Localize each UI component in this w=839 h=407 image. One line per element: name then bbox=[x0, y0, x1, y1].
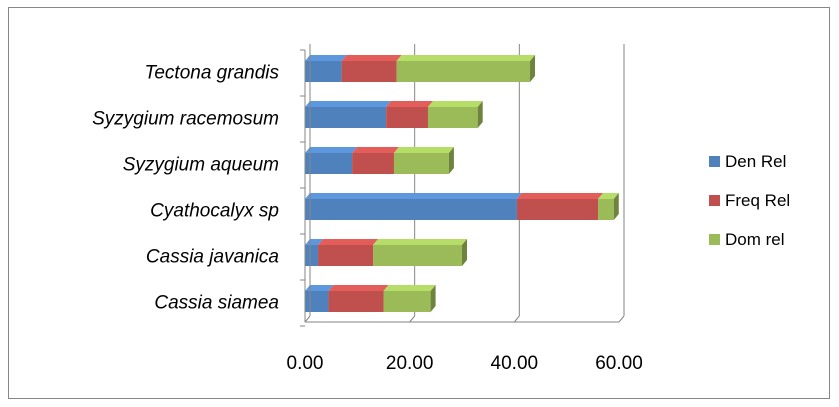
floor-tick bbox=[513, 315, 520, 323]
bar-segment-den-rel bbox=[305, 285, 334, 312]
x-tick-label: 0.00 bbox=[287, 353, 324, 374]
category-label: Syzygium racemosum bbox=[92, 109, 279, 130]
bar-segment-den-rel bbox=[305, 147, 358, 174]
bar-segment-dom-rel bbox=[598, 193, 619, 220]
x-tick-label: 60.00 bbox=[595, 353, 643, 374]
bar-segment-freq-rel bbox=[328, 285, 389, 312]
bar-segment-dom-rel bbox=[393, 147, 454, 174]
bar-segment-den-rel bbox=[305, 193, 522, 220]
x-tick-label: 40.00 bbox=[491, 353, 539, 374]
bar-segment-freq-rel bbox=[352, 147, 399, 174]
legend: Den Rel Freq Rel Dom rel bbox=[709, 152, 790, 249]
legend-label: Den Rel bbox=[725, 152, 786, 171]
gridlines bbox=[304, 44, 625, 323]
bar-segment-freq-rel bbox=[341, 55, 402, 82]
bars bbox=[305, 55, 619, 312]
category-label: Cyathocalyx sp bbox=[150, 201, 279, 222]
bar-segment-den-rel bbox=[305, 101, 392, 128]
legend-item: Freq Rel bbox=[709, 191, 790, 210]
bar-segment-dom-rel bbox=[427, 101, 483, 128]
category-label: Tectona grandis bbox=[144, 63, 279, 84]
x-tick-label: 20.00 bbox=[386, 353, 434, 374]
bar-segment-den-rel bbox=[305, 55, 347, 82]
bar-segment-dom-rel bbox=[373, 239, 467, 266]
bar-segment-dom-rel bbox=[383, 285, 436, 312]
bar-segment-dom-rel bbox=[396, 55, 536, 82]
floor-tick bbox=[304, 315, 311, 323]
bar-segment-freq-rel bbox=[386, 101, 433, 128]
floor-tick bbox=[409, 315, 416, 323]
legend-label: Dom rel bbox=[725, 230, 785, 249]
bar-segment-freq-rel bbox=[318, 239, 379, 266]
category-labels: Cassia siamea Cassia javanica Cyathocalyx … bbox=[92, 63, 279, 314]
x-tick-labels: 0.00 20.00 40.00 60.00 bbox=[287, 353, 643, 374]
floor-tick bbox=[618, 315, 625, 323]
legend-item: Den Rel bbox=[709, 152, 786, 171]
axes bbox=[300, 44, 619, 327]
legend-swatch bbox=[709, 156, 720, 167]
category-label: Cassia javanica bbox=[146, 247, 279, 268]
category-label: Cassia siamea bbox=[154, 293, 279, 314]
legend-swatch bbox=[709, 195, 720, 206]
legend-swatch bbox=[709, 234, 720, 245]
bar-segment-freq-rel bbox=[516, 193, 604, 220]
legend-item: Dom rel bbox=[709, 230, 785, 249]
legend-label: Freq Rel bbox=[725, 191, 790, 210]
category-label: Syzygium aqueum bbox=[123, 155, 279, 176]
